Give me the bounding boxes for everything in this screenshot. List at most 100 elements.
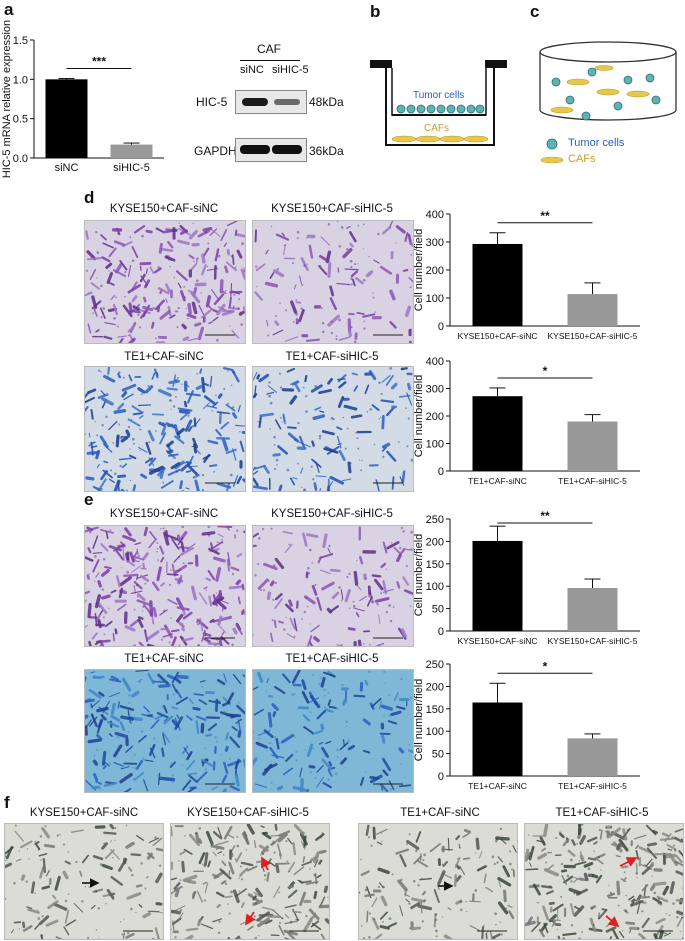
pore-dot (369, 643, 371, 646)
pore-dot (279, 386, 283, 389)
stained-cell (413, 855, 422, 865)
pore-dot (228, 912, 231, 915)
pore-dot (402, 530, 405, 533)
pore-dot (215, 549, 218, 553)
pore-dot (89, 530, 92, 534)
stained-cell (356, 585, 362, 591)
pore-dot (300, 307, 303, 310)
stained-cell (221, 630, 225, 636)
pore-dot (44, 825, 47, 828)
stained-cell (569, 903, 575, 916)
stained-cell (158, 683, 171, 688)
y-tick-label: 50 (432, 604, 444, 616)
pore-dot (207, 534, 211, 537)
stained-cell (678, 850, 683, 857)
pore-dot (104, 441, 107, 443)
stained-cell (92, 675, 105, 679)
stained-cell (144, 759, 154, 762)
pore-dot (102, 616, 105, 619)
pore-dot (176, 326, 179, 329)
pore-dot (383, 757, 385, 760)
stained-cell (193, 693, 205, 696)
stained-cell (263, 562, 278, 571)
pore-dot (545, 861, 548, 864)
stained-cell (201, 253, 206, 264)
pore-dot (281, 917, 284, 920)
stained-cell (162, 633, 173, 638)
stained-cell (124, 527, 132, 537)
pore-dot (233, 293, 236, 296)
stained-cell (196, 618, 209, 630)
stained-cell (199, 368, 203, 374)
stained-cell (186, 751, 193, 761)
stained-cell (125, 429, 131, 437)
stained-cell (174, 888, 180, 898)
stained-cell (203, 586, 208, 590)
pore-dot (230, 473, 233, 477)
pore-dot (346, 575, 349, 579)
stained-cell (261, 906, 275, 911)
stained-cell (65, 919, 77, 927)
stained-cell (270, 834, 285, 837)
stained-cell (237, 729, 242, 738)
stained-cell (156, 371, 159, 376)
significance-label: ** (540, 509, 550, 523)
stained-cell (171, 889, 177, 895)
pore-dot (274, 736, 277, 739)
stained-cell (89, 716, 98, 727)
stained-cell (212, 594, 218, 607)
stained-cell (127, 323, 136, 333)
pore-dot (183, 286, 186, 288)
stained-cell (272, 909, 283, 920)
stained-cell (165, 283, 171, 293)
pore-dot (324, 712, 327, 714)
pore-dot (591, 907, 594, 910)
stained-cell (308, 640, 314, 646)
stained-cell (267, 711, 273, 728)
pore-dot (169, 399, 172, 402)
pore-dot (93, 754, 96, 757)
pore-dot (381, 840, 383, 843)
stained-cell (45, 870, 50, 877)
stained-cell (216, 526, 233, 528)
stained-cell (292, 785, 307, 792)
y-tick-label: 100 (426, 439, 444, 451)
stained-cell (277, 620, 285, 624)
stained-cell (108, 733, 113, 737)
stained-cell (10, 929, 15, 934)
pore-dot (178, 860, 180, 862)
stained-cell (618, 838, 629, 852)
pore-dot (600, 869, 602, 871)
stained-cell (203, 402, 210, 410)
y-tick-label: 300 (426, 384, 444, 396)
pore-dot (415, 849, 418, 853)
pore-dot (157, 266, 160, 269)
stained-cell (119, 773, 133, 784)
stained-cell (376, 841, 383, 846)
pore-dot (98, 620, 101, 623)
stained-cell (189, 833, 201, 847)
stained-cell (98, 603, 108, 615)
stained-cell (343, 404, 358, 411)
stained-cell (201, 863, 206, 868)
stained-cell (293, 284, 297, 290)
stained-cell (508, 910, 515, 920)
pore-dot (96, 277, 98, 279)
stained-cell (26, 906, 33, 910)
pore-dot (230, 384, 233, 387)
pore-dot (608, 884, 610, 887)
stained-cell (163, 715, 174, 725)
stained-cell (605, 926, 617, 933)
stained-cell (390, 710, 402, 717)
stained-cell (123, 573, 139, 577)
pore-dot (140, 393, 143, 396)
photo-title-e-r2-c2: TE1+CAF-siHIC-5 (285, 653, 379, 665)
stained-cell (110, 876, 123, 886)
stained-cell (380, 704, 394, 711)
pore-dot (140, 862, 143, 865)
pore-dot (465, 910, 468, 913)
pore-dot (338, 586, 341, 589)
stained-cell (357, 639, 362, 646)
category-label: siHIC-5 (113, 162, 150, 174)
pore-dot (385, 568, 388, 570)
